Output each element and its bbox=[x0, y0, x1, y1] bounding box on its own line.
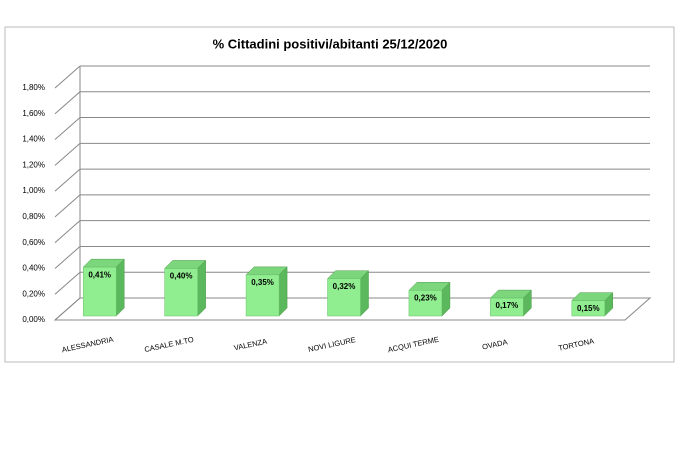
grid-line-side bbox=[54, 271, 81, 295]
value-label: 0,15% bbox=[577, 304, 600, 313]
value-label: 0,17% bbox=[496, 301, 519, 310]
grid-line-side bbox=[54, 117, 81, 140]
grid-line-side bbox=[54, 194, 81, 218]
bar bbox=[408, 290, 443, 317]
value-label: 0,32% bbox=[333, 282, 356, 291]
y-tick-label: 0,80% bbox=[22, 212, 45, 221]
bar bbox=[164, 268, 198, 317]
grid-line-side bbox=[54, 65, 81, 89]
value-label: 0,35% bbox=[251, 278, 274, 287]
y-tick-label: 1,20% bbox=[22, 160, 45, 169]
grid-line-side bbox=[54, 168, 81, 192]
grid-line-side bbox=[54, 297, 81, 321]
chart-title: % Cittadini positivi/abitanti 25/12/2020 bbox=[213, 36, 448, 51]
bar-side bbox=[115, 258, 125, 317]
bar bbox=[490, 297, 524, 317]
y-tick-label: 0,60% bbox=[22, 238, 45, 247]
grid-line-side bbox=[54, 220, 81, 244]
y-tick-label: 1,60% bbox=[22, 109, 45, 118]
y-tick-label: 0,20% bbox=[22, 289, 45, 298]
value-label: 0,40% bbox=[170, 272, 193, 281]
bar bbox=[571, 300, 606, 317]
y-tick-label: 0,40% bbox=[22, 264, 45, 273]
value-label: 0,23% bbox=[414, 293, 437, 302]
y-tick-label: 1,40% bbox=[22, 135, 45, 144]
bar bbox=[327, 278, 361, 317]
value-label: 0,41% bbox=[88, 270, 111, 279]
grid-line-side bbox=[54, 91, 81, 115]
bar-side bbox=[278, 266, 288, 317]
bar bbox=[245, 274, 280, 317]
bar-side bbox=[197, 259, 206, 317]
y-tick-label: 1,80% bbox=[22, 83, 45, 92]
bar bbox=[82, 266, 117, 317]
y-tick-label: 1,00% bbox=[22, 186, 45, 195]
grid-line-side bbox=[54, 142, 81, 166]
grid-line-side bbox=[54, 246, 81, 269]
y-tick-label: 0,00% bbox=[22, 315, 45, 324]
